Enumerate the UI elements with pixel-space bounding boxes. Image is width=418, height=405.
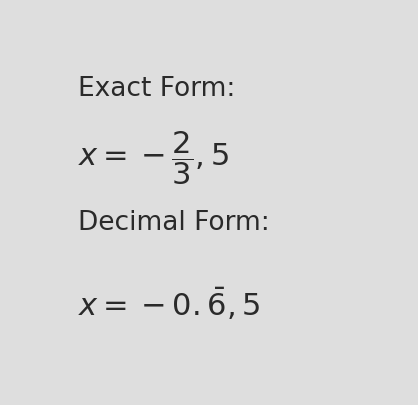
Text: $x = -0.\bar{6}, 5$: $x = -0.\bar{6}, 5$ [78,286,261,322]
Text: Decimal Form:: Decimal Form: [78,210,270,236]
Text: Exact Form:: Exact Form: [78,76,235,102]
Text: $x = -\dfrac{2}{3}, 5$: $x = -\dfrac{2}{3}, 5$ [78,129,229,187]
